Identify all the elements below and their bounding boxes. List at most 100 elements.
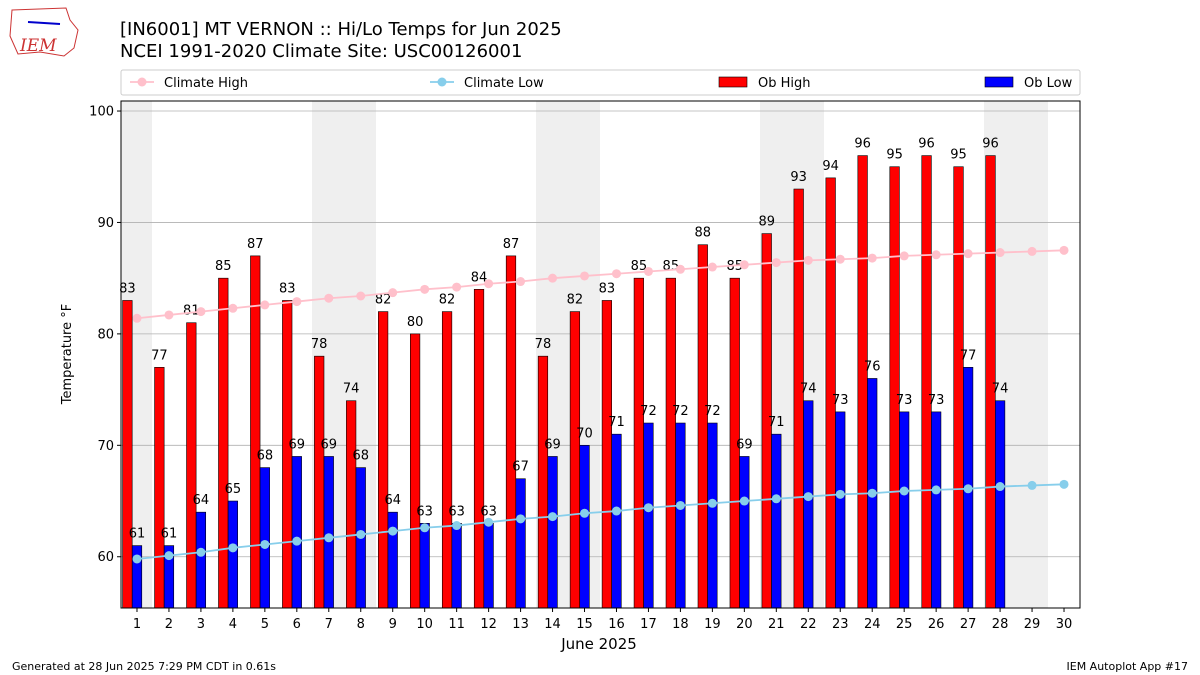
bar-value-label: 64 [384,493,401,508]
bar [419,523,430,609]
legend-label: Ob Low [1024,76,1073,91]
bar-value-label: 78 [311,337,328,352]
bar [675,422,686,609]
bar-value-label: 83 [279,281,296,296]
line-marker [580,271,590,281]
bar [931,411,942,609]
line-marker [548,512,558,522]
line-marker [356,291,366,301]
y-tick-label: 80 [97,327,114,342]
line-marker [995,248,1005,258]
bar-value-label: 96 [854,137,871,152]
bar-value-label: 87 [503,237,520,252]
line-marker [548,273,558,283]
bar-value-label: 63 [480,504,497,519]
bar-value-label: 72 [640,404,657,419]
line-marker [611,269,621,279]
plot-frame [120,100,1081,609]
line-marker [516,514,526,524]
bar [803,400,814,609]
bar-value-label: 64 [193,493,210,508]
bar-value-label: 69 [321,437,338,452]
x-tick-label: 26 [928,617,945,632]
line-marker [420,284,430,294]
x-tick-label: 30 [1056,617,1073,632]
bar-value-label: 96 [918,137,935,152]
x-tick-label: 21 [768,617,785,632]
x-tick-label: 8 [357,617,365,632]
bar [314,355,325,609]
bar [218,277,229,609]
line-marker [739,260,749,270]
line-marker [675,264,685,274]
line-marker [1027,246,1037,256]
legend-marker [137,77,147,87]
bar-value-label: 68 [352,449,369,464]
y-axis-label: Temperature °F [60,304,75,405]
bar-value-label: 70 [576,426,593,441]
line-marker [388,526,398,536]
bar [282,300,293,609]
bar-value-label: 76 [864,359,881,374]
bar-value-label: 65 [225,482,242,497]
line-marker [643,266,653,276]
bar-value-label: 74 [992,382,1009,397]
x-tick-label: 3 [197,617,205,632]
line-marker [771,258,781,268]
bar [665,277,676,609]
line-marker [228,543,238,553]
line-marker [1059,245,1069,255]
line-marker [867,253,877,263]
bar [505,255,517,609]
line-marker [611,506,621,516]
bar-value-label: 77 [960,348,977,363]
bar-value-label: 69 [736,437,753,452]
x-tick-label: 1 [133,617,141,632]
bar-value-label: 82 [439,293,456,308]
bar-value-label: 82 [567,293,584,308]
line-marker [516,277,526,287]
footer-left: Generated at 28 Jun 2025 7:29 PM CDT in … [12,660,276,673]
bar [953,166,964,609]
bar-value-label: 85 [726,259,743,274]
line-marker [260,300,270,310]
logo-line [27,21,61,25]
y-tick-label: 70 [97,439,114,454]
x-tick-label: 24 [864,617,881,632]
bar [857,155,868,609]
bar-value-label: 73 [832,393,849,408]
bar [994,400,1006,609]
line-marker [132,313,142,323]
chart-title: [IN6001] MT VERNON :: Hi/Lo Temps for Ju… [120,19,562,40]
bar [409,333,421,609]
x-tick-label: 7 [325,617,333,632]
bar-value-label: 61 [129,527,146,542]
bar-value-label: 85 [631,259,648,274]
line-marker [164,310,174,320]
line-marker [707,262,717,272]
x-tick-label: 5 [261,617,269,632]
bar-value-label: 96 [982,137,999,152]
x-tick-label: 18 [672,617,689,632]
x-tick-label: 25 [896,617,913,632]
bar-value-label: 63 [448,504,465,519]
bar [899,411,910,609]
x-tick-label: 28 [992,617,1009,632]
logo-text: IEM [19,36,57,56]
x-tick-label: 29 [1024,617,1041,632]
bar [611,433,622,609]
bar-value-label: 74 [800,382,817,397]
line-marker [228,303,238,313]
y-tick-label: 60 [97,550,114,565]
bar-value-label: 95 [950,148,967,163]
line-marker [260,539,270,549]
bar-value-label: 87 [247,237,264,252]
line-marker [771,494,781,504]
line-marker [196,307,206,317]
line [136,483,1065,560]
bar-value-label: 61 [161,527,178,542]
bar [579,445,590,609]
bar-value-label: 83 [119,281,136,296]
bar-value-label: 73 [928,393,945,408]
bar-value-label: 78 [535,337,552,352]
